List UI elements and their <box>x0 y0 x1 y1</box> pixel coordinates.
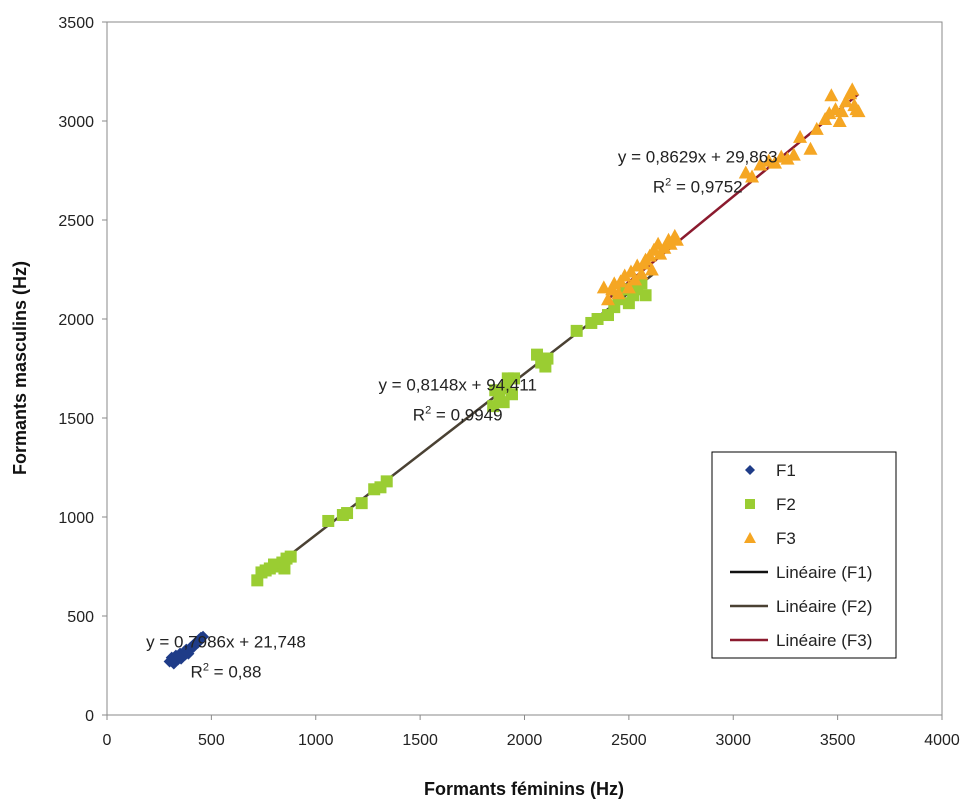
r-squared-value: = 0,88 <box>209 663 261 682</box>
y-tick-label: 2500 <box>58 213 94 230</box>
x-axis-title: Formants féminins (Hz) <box>424 779 624 799</box>
legend-label: F3 <box>776 529 796 548</box>
r-squared-value: = 0,9949 <box>431 405 502 424</box>
r-squared-exponent: 2 <box>203 662 209 674</box>
f3-point <box>851 104 866 118</box>
f3-point <box>786 147 801 161</box>
f3-point <box>822 106 837 120</box>
trend-equation-2: y = 0,8148x + 94,411 <box>378 375 536 394</box>
x-tick-label: 500 <box>198 732 225 749</box>
r-squared-value: = 0,9752 <box>671 178 742 197</box>
legend-box <box>711 451 897 659</box>
y-tick-label: 1000 <box>58 510 94 527</box>
y-axis-title: Formants masculins (Hz) <box>10 261 30 475</box>
f2-point <box>380 475 393 488</box>
f3-point <box>832 114 847 127</box>
r-squared-letter: R <box>413 405 425 424</box>
f2-point <box>570 324 583 337</box>
x-tick-label: 1000 <box>298 732 334 749</box>
f2-point <box>505 388 518 401</box>
f3-point <box>803 141 818 155</box>
y-tick-label: 1500 <box>58 411 94 428</box>
r-squared-3: R2 = 0,9752 <box>653 177 743 197</box>
f3-point <box>780 151 795 165</box>
legend-label: F1 <box>776 461 796 480</box>
f3-point <box>834 104 849 118</box>
f3-point <box>596 280 611 294</box>
legend-f1-marker <box>745 465 755 475</box>
f2-point <box>251 574 264 587</box>
trend-equation-1: y = 0,7986x + 21,748 <box>146 633 306 652</box>
f3-point <box>793 129 808 143</box>
f2-point <box>341 507 354 520</box>
f3-point <box>617 268 632 282</box>
axes: 0 500 1000 1500 2000 2500 3000 3500 4000 0 500 1000… <box>58 15 959 749</box>
legend-label: Linéaire (F1) <box>776 563 872 582</box>
f3-point <box>669 232 684 246</box>
y-tick-label: 500 <box>67 609 94 626</box>
r-squared-exponent: 2 <box>665 177 671 189</box>
f3-point <box>753 157 768 171</box>
x-tick-label: 4000 <box>924 732 960 749</box>
legend: F1 F2 F3 Linéaire (F1) Linéaire (F2) Linéaire… <box>711 451 897 659</box>
trend-equation-3: y = 0,8629x + 29,863 <box>618 148 778 167</box>
r-squared-1: R2 = 0,88 <box>191 662 262 682</box>
r-squared-letter: R <box>653 178 665 197</box>
f3-point <box>845 82 860 96</box>
f2-point <box>639 289 652 302</box>
legend-label: Linéaire (F3) <box>776 631 872 650</box>
f2-point <box>284 550 297 563</box>
f3-point <box>745 169 760 183</box>
x-tick-label: 0 <box>103 732 112 749</box>
f2-point <box>541 352 554 365</box>
f3-point <box>601 292 615 306</box>
y-tick-label: 3500 <box>58 15 94 32</box>
x-tick-label: 2500 <box>611 732 647 749</box>
r-squared-exponent: 2 <box>425 404 431 416</box>
r-squared-2: R2 = 0,9949 <box>413 404 503 424</box>
f1-point <box>173 650 186 663</box>
f2-point <box>355 497 368 510</box>
r-squared-letter: R <box>191 663 203 682</box>
f3-point <box>657 240 672 254</box>
f3-point <box>809 121 824 135</box>
f2-point <box>322 514 335 527</box>
x-tick-label: 3000 <box>715 732 751 749</box>
data-points <box>163 82 866 670</box>
f1-point <box>191 636 204 649</box>
y-tick-label: 0 <box>85 708 94 725</box>
f2-point <box>508 372 521 385</box>
f3-point <box>838 94 853 108</box>
legend-f2-marker <box>745 499 755 509</box>
f3-point <box>663 236 678 250</box>
legend-label: F2 <box>776 495 796 514</box>
x-tick-label: 3500 <box>820 732 856 749</box>
x-tick-label: 2000 <box>507 732 543 749</box>
f3-point <box>634 266 649 280</box>
y-tick-label: 2000 <box>58 312 94 329</box>
f2-point <box>278 562 291 575</box>
f3-point <box>611 286 626 300</box>
legend-label: Linéaire (F2) <box>776 597 872 616</box>
f3-point <box>644 262 659 276</box>
f3-point <box>621 280 636 294</box>
legend-f3-marker <box>744 532 756 543</box>
x-tick-label: 1500 <box>402 732 438 749</box>
f3-point <box>824 88 839 102</box>
f2-point <box>591 313 604 325</box>
y-tick-label: 3000 <box>58 114 94 131</box>
